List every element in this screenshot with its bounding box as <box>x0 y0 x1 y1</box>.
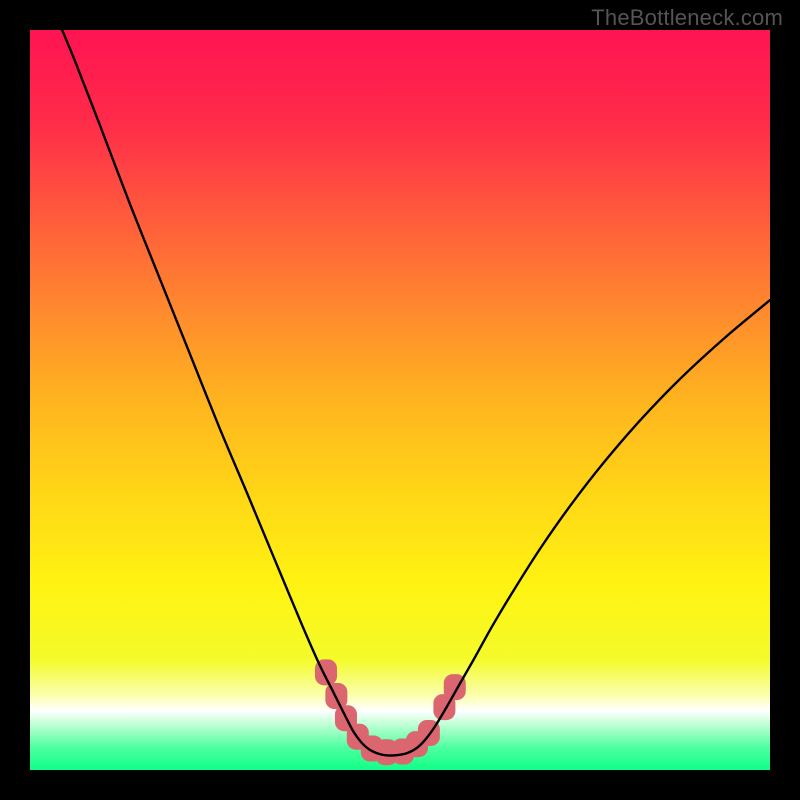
plot-area <box>30 30 770 770</box>
watermark-text: TheBottleneck.com <box>591 5 783 31</box>
chart-stage: TheBottleneck.com <box>0 0 800 800</box>
